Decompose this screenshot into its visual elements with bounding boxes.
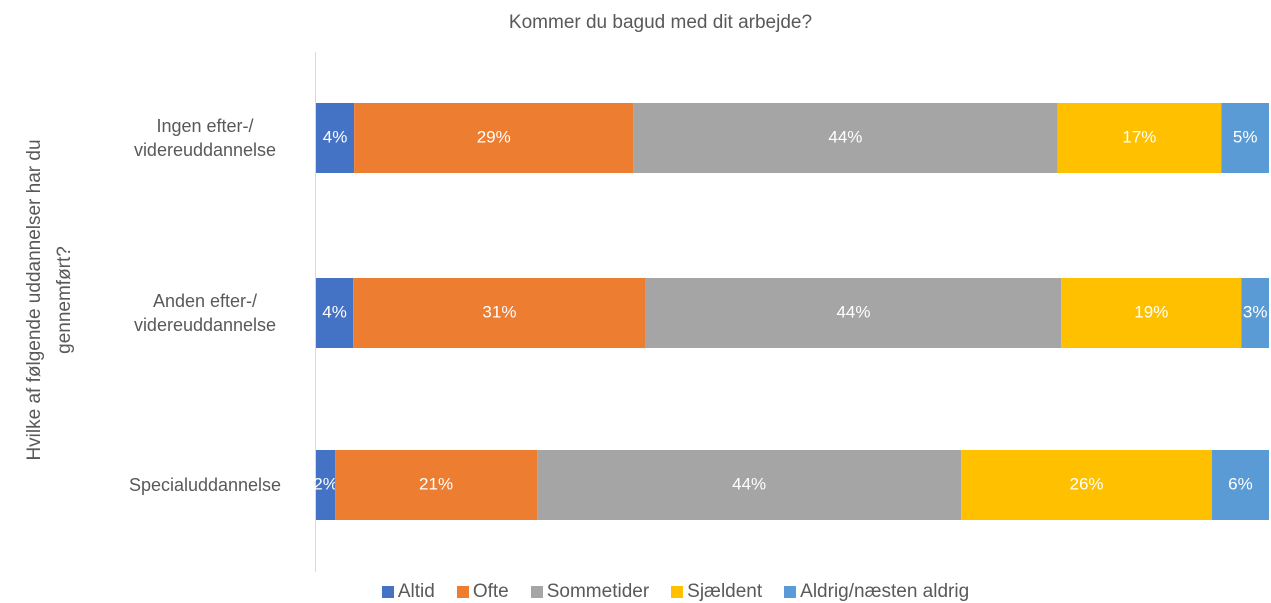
bar-segment: [1061, 278, 1242, 348]
bar-segment: [633, 103, 1058, 173]
data-label: 5%: [1233, 127, 1258, 146]
data-label: 19%: [1134, 302, 1168, 321]
legend-label: Altid: [397, 581, 435, 602]
data-label: 4%: [322, 302, 347, 321]
legend-item: Altid: [381, 581, 435, 603]
data-label: 44%: [828, 127, 862, 146]
bar-segment: [353, 278, 646, 348]
bar-segment: [1211, 450, 1269, 520]
legend-label: Aldrig/næsten aldrig: [800, 581, 970, 602]
legend: Altid Ofte Sommetider Sjældent Aldrig/næsten…: [0, 581, 1271, 603]
legend-label: Ofte: [472, 581, 509, 602]
data-label: 31%: [482, 302, 516, 321]
legend-swatch: [530, 586, 543, 598]
legend-swatch: [671, 586, 684, 598]
bar-segment: [645, 278, 1062, 348]
bar-segment: [1241, 278, 1269, 348]
legend-item: Sjældent: [671, 581, 762, 603]
legend-swatch: [784, 586, 797, 598]
bar-segment: [316, 278, 354, 348]
data-label: 2%: [313, 474, 338, 493]
data-label: 29%: [477, 127, 511, 146]
data-label: 6%: [1228, 474, 1253, 493]
bar-segment: [354, 103, 634, 173]
y-tick-label: Specialuddannelse: [128, 475, 282, 495]
legend-label: Sommetider: [546, 581, 650, 602]
y-tick-label: Ingen efter-/ videreuddannelse: [133, 116, 277, 160]
legend-label: Sjældent: [687, 581, 763, 602]
bar-segment: [537, 450, 962, 520]
data-label: 26%: [1069, 474, 1103, 493]
bar-segment: [1057, 103, 1222, 173]
legend-item: Sommetider: [530, 581, 650, 603]
legend-item: Ofte: [456, 581, 509, 603]
legend-swatch: [381, 586, 394, 598]
y-tick-label: Anden efter-/ videreuddannelse: [133, 291, 277, 335]
y-axis-title: Hvilke af følgende uddannelser har du ge…: [24, 139, 75, 461]
bar-segment: [316, 450, 336, 520]
data-label: 3%: [1243, 302, 1268, 321]
data-label: 44%: [836, 302, 870, 321]
data-label: 17%: [1122, 127, 1156, 146]
bar-segment: [961, 450, 1212, 520]
data-label: 21%: [419, 474, 453, 493]
legend-item: Aldrig/næsten aldrig: [784, 581, 969, 603]
legend-swatch: [456, 586, 469, 598]
bar-segment: [335, 450, 538, 520]
data-label: 44%: [732, 474, 766, 493]
chart-title: Kommer du bagud med dit arbejde?: [508, 12, 813, 33]
data-label: 4%: [323, 127, 348, 146]
bar-segment: [1221, 103, 1269, 173]
bar-segment: [316, 103, 355, 173]
